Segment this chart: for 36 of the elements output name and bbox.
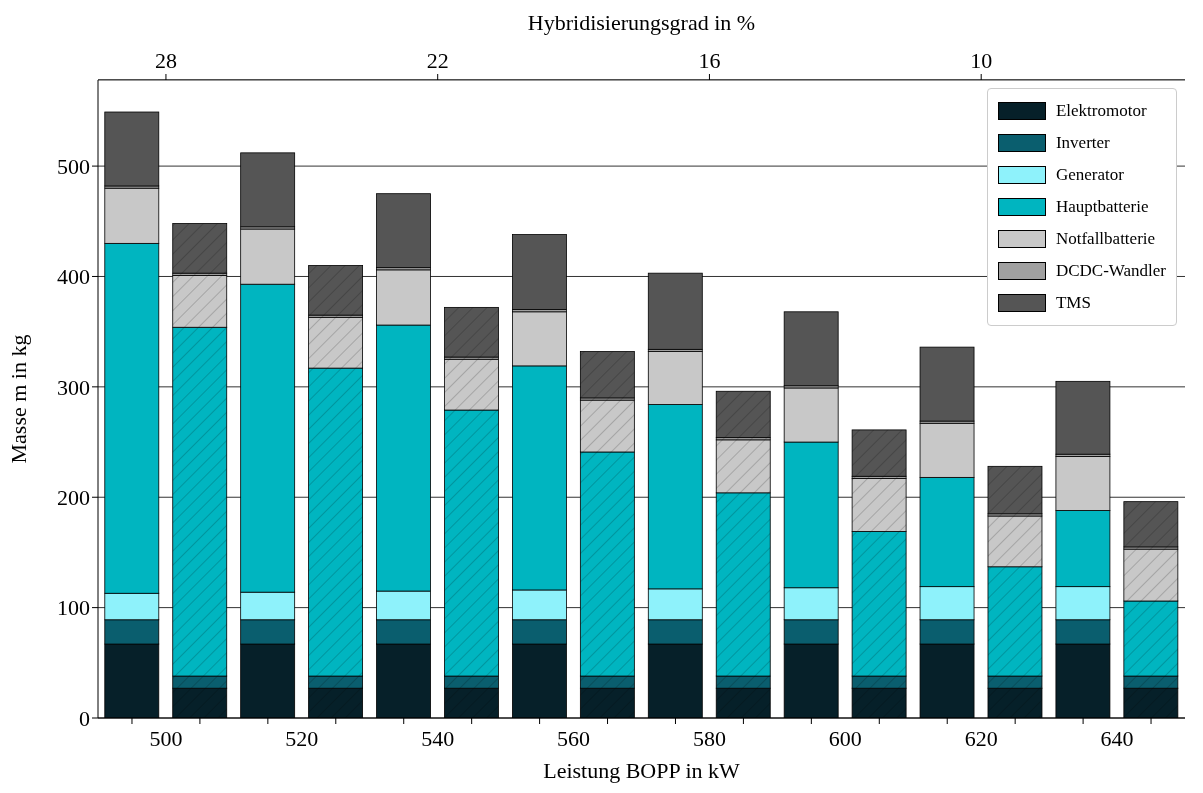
y-tick-label: 100	[57, 595, 90, 621]
x-tick-label: 520	[285, 726, 319, 751]
x2-axis-title: Hybridisierungsgrad in %	[527, 10, 756, 35]
x2-tick-label: 28	[154, 48, 177, 73]
legend-label: Hauptbatterie	[1055, 197, 1149, 217]
legend-label: Inverter	[1055, 133, 1110, 153]
legend-label: TMS	[1055, 293, 1091, 313]
y-tick-label: 300	[57, 374, 90, 400]
bar	[783, 311, 839, 387]
x-tick-label: 540	[421, 726, 455, 751]
y-axis-title: Masse m in kg	[5, 334, 31, 464]
bar	[919, 346, 975, 422]
bar	[240, 152, 296, 228]
bar	[512, 234, 567, 310]
x-tick-label: 600	[828, 726, 862, 751]
x-tick-label: 500	[149, 726, 183, 751]
legend-label: Elektromotor	[1055, 101, 1147, 121]
legend-label: DCDC-Wandler	[1055, 261, 1166, 281]
bar	[104, 111, 160, 187]
x2-tick-label: 22	[426, 48, 449, 73]
y-tick-label: 500	[57, 153, 90, 179]
bar	[1055, 380, 1111, 455]
bar	[647, 272, 703, 350]
x-axis-title: Leistung BOPP in kW	[543, 758, 741, 783]
x-tick-label: 640	[1100, 726, 1134, 751]
x2-tick-label: 10	[970, 48, 993, 73]
y-tick-label: 200	[57, 485, 90, 511]
bar	[376, 193, 431, 269]
x-tick-label: 560	[557, 726, 591, 751]
y-tick-label: 0	[79, 705, 90, 731]
legend-label: Notfallbatterie	[1055, 229, 1156, 249]
y-tick-label: 400	[57, 264, 90, 290]
x-tick-label: 580	[692, 726, 726, 751]
legend-label: Generator	[1055, 165, 1124, 185]
x-tick-label: 620	[964, 726, 998, 751]
x2-tick-label: 16	[698, 48, 721, 73]
